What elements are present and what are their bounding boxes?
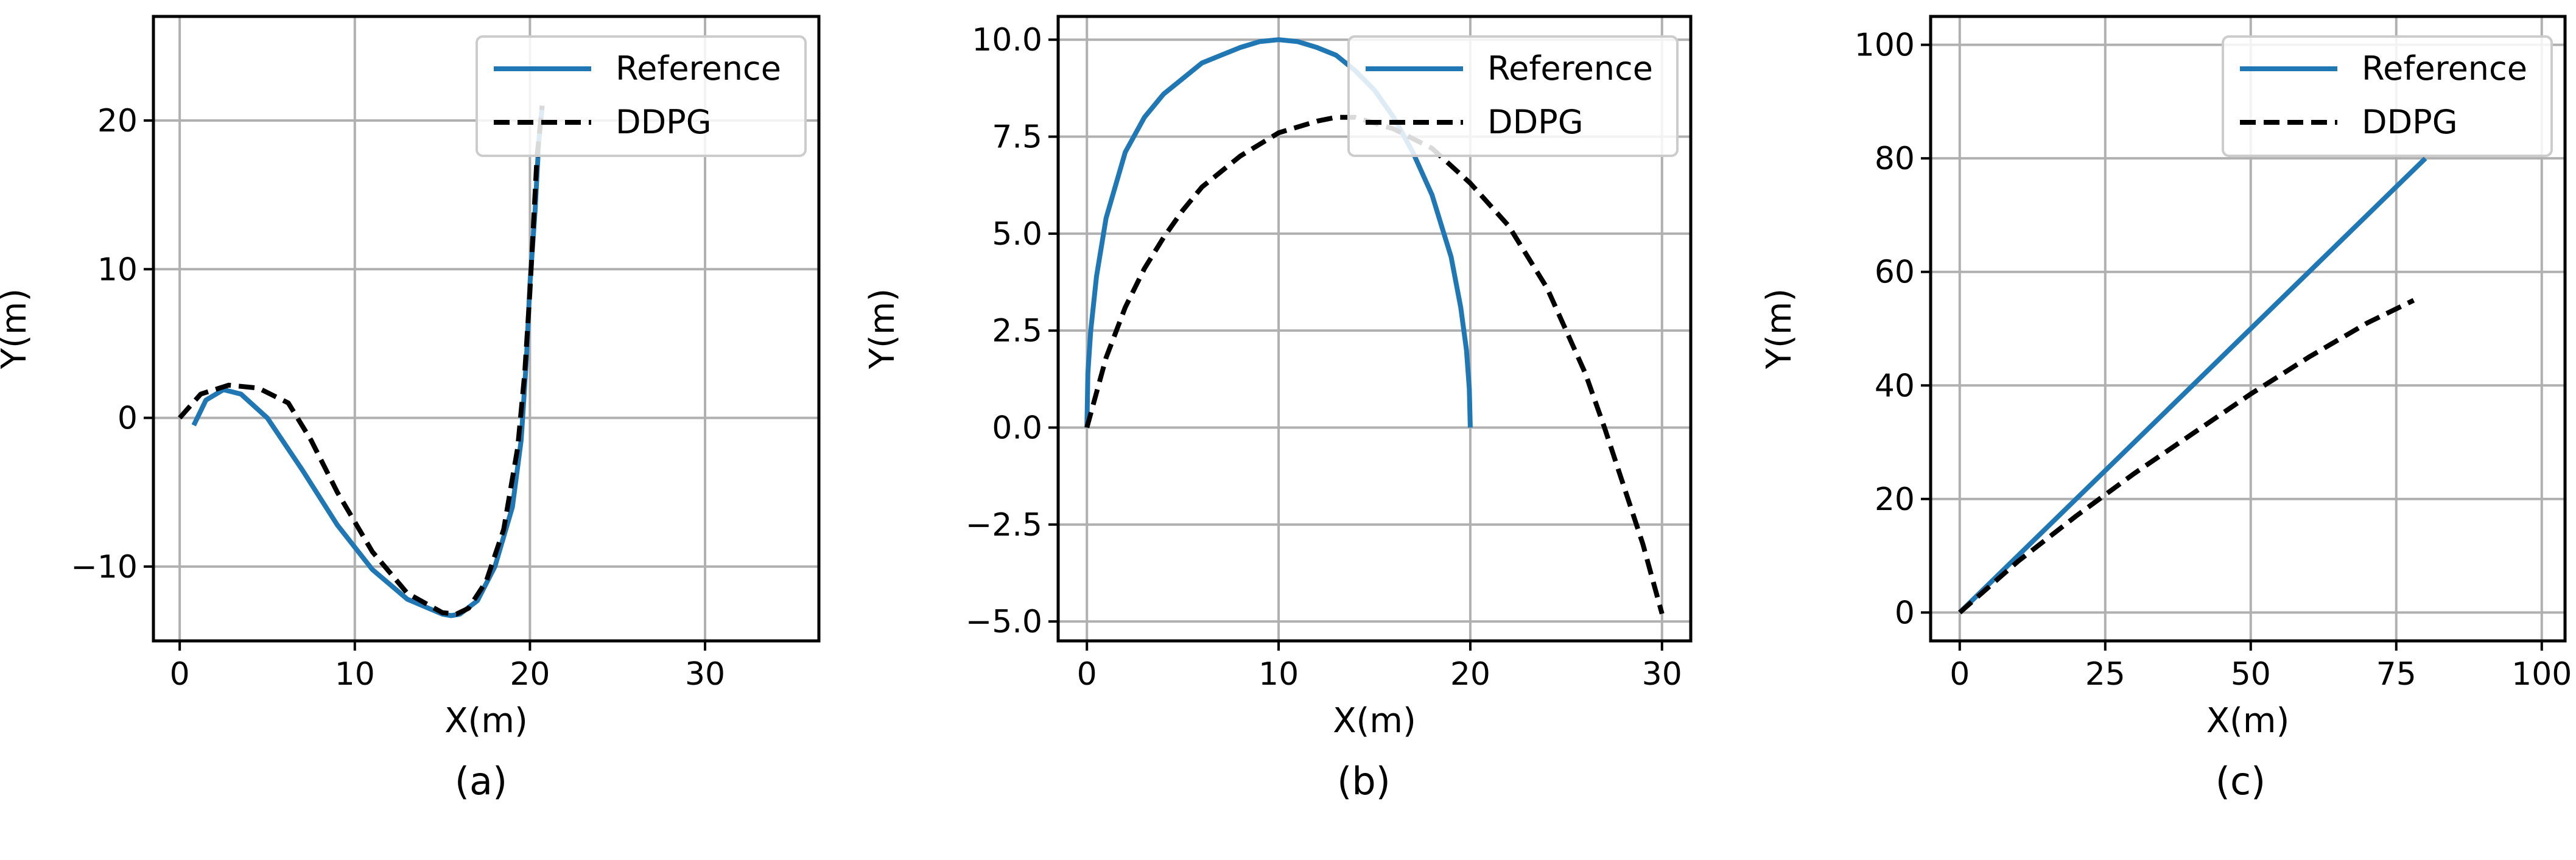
- legend-label-reference: Reference: [616, 49, 781, 88]
- y-tick-label: 20: [97, 103, 138, 139]
- legend-label-ddpg: DDPG: [2362, 103, 2458, 141]
- y-tick-label: −2.5: [966, 507, 1042, 544]
- y-tick-label: 5.0: [992, 216, 1042, 253]
- x-tick-label: 0: [170, 656, 190, 693]
- x-tick-label: 20: [1450, 656, 1490, 693]
- legend-label-ddpg: DDPG: [616, 103, 712, 141]
- axes-frame: [1929, 15, 2567, 643]
- series-line-ddpg: [178, 105, 545, 617]
- x-axis-label: X(m): [444, 701, 528, 741]
- x-tick-label: 50: [2231, 656, 2271, 693]
- y-tick-label: 40: [1875, 368, 1915, 404]
- x-tick-label: 0: [1077, 656, 1097, 693]
- legend-label-reference: Reference: [2362, 49, 2527, 88]
- panel-caption: (a): [455, 759, 507, 803]
- y-tick-label: −10: [71, 549, 138, 586]
- x-tick-label: 20: [510, 656, 550, 693]
- y-tick-label: 0.0: [992, 410, 1042, 447]
- panel-2: 0 10 20 30 −5.0 −2.5 0.0 2.5 5.0 7.5 10.0 X(m) Y(m) R…: [863, 15, 1693, 803]
- panel-3: 0 25 50 75 100 0 20 40 60 80 100 X(m) Y(m) Reference D…: [1760, 15, 2572, 803]
- x-tick-label: 25: [2085, 656, 2125, 693]
- y-tick-label: 60: [1875, 254, 1915, 291]
- series-line-reference: [1958, 156, 2427, 615]
- y-tick-label: 80: [1875, 141, 1915, 177]
- x-tick-label: 10: [335, 656, 375, 693]
- y-axis-label: Y(m): [863, 288, 902, 369]
- panel-caption: (c): [2216, 759, 2265, 803]
- x-tick-label: 0: [1950, 656, 1970, 693]
- y-tick-label: 0: [1895, 595, 1915, 631]
- y-axis-label: Y(m): [1760, 288, 1799, 369]
- panel-caption: (b): [1337, 759, 1391, 803]
- y-tick-label: 7.5: [992, 119, 1042, 156]
- y-tick-label: 0: [118, 400, 138, 437]
- x-axis-label: X(m): [2206, 701, 2290, 741]
- series-line-ddpg: [1958, 298, 2415, 615]
- x-tick-label: 100: [2511, 656, 2572, 693]
- x-axis-label: X(m): [1333, 701, 1416, 741]
- y-tick-label: 100: [1855, 27, 1915, 64]
- y-tick-label: 20: [1875, 481, 1915, 518]
- x-tick-label: 30: [685, 656, 725, 693]
- y-tick-label: 10: [97, 251, 138, 288]
- x-tick-label: 75: [2376, 656, 2416, 693]
- axes-frame: [152, 15, 821, 643]
- y-axis-label: Y(m): [0, 288, 34, 369]
- legend-label-ddpg: DDPG: [1487, 103, 1584, 141]
- x-tick-label: 30: [1642, 656, 1682, 693]
- y-tick-label: 2.5: [992, 313, 1042, 349]
- axes-frame: [1056, 15, 1693, 643]
- series-line-reference: [1084, 37, 1473, 428]
- x-tick-label: 10: [1258, 656, 1299, 693]
- panel-1: 0 10 20 30 −10 0 10 20 X(m) Y(m) Reference DDPG (a): [0, 15, 821, 803]
- legend-label-reference: Reference: [1487, 49, 1653, 88]
- y-tick-label: −5.0: [966, 604, 1042, 640]
- y-tick-label: 10.0: [972, 22, 1042, 58]
